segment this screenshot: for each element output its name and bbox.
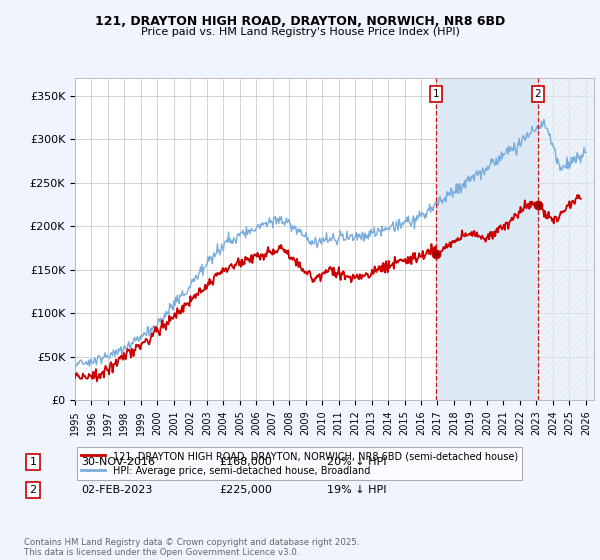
Legend: 121, DRAYTON HIGH ROAD, DRAYTON, NORWICH, NR8 6BD (semi-detached house), HPI: Av: 121, DRAYTON HIGH ROAD, DRAYTON, NORWICH…: [77, 447, 522, 480]
Text: 1: 1: [29, 457, 37, 467]
Bar: [436, 78, 538, 400]
Text: £225,000: £225,000: [219, 485, 272, 495]
Text: £168,000: £168,000: [219, 457, 272, 467]
Text: 20% ↓ HPI: 20% ↓ HPI: [327, 457, 386, 467]
Text: Price paid vs. HM Land Registry's House Price Index (HPI): Price paid vs. HM Land Registry's House …: [140, 27, 460, 37]
Text: 2: 2: [535, 89, 541, 99]
Text: 30-NOV-2016: 30-NOV-2016: [81, 457, 155, 467]
Text: 1: 1: [433, 89, 439, 99]
Text: 19% ↓ HPI: 19% ↓ HPI: [327, 485, 386, 495]
Text: Contains HM Land Registry data © Crown copyright and database right 2025.
This d: Contains HM Land Registry data © Crown c…: [24, 538, 359, 557]
Text: 2: 2: [29, 485, 37, 495]
Bar: [538, 78, 594, 400]
Text: 02-FEB-2023: 02-FEB-2023: [81, 485, 152, 495]
Text: 121, DRAYTON HIGH ROAD, DRAYTON, NORWICH, NR8 6BD: 121, DRAYTON HIGH ROAD, DRAYTON, NORWICH…: [95, 15, 505, 27]
